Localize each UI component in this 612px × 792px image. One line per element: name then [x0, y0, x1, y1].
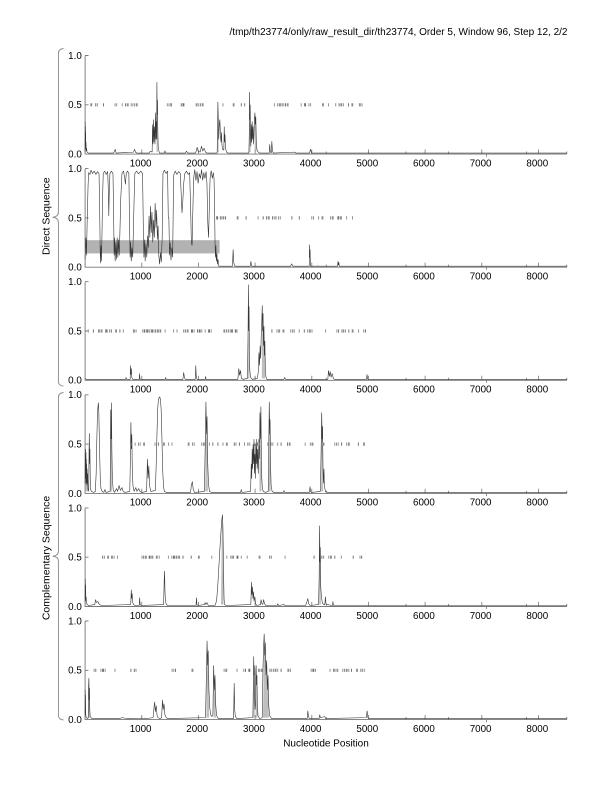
svg-text:2000: 2000	[186, 611, 208, 622]
svg-text:5000: 5000	[356, 385, 378, 396]
svg-text:4000: 4000	[300, 724, 322, 735]
svg-text:1.0: 1.0	[68, 503, 82, 514]
svg-text:6000: 6000	[413, 498, 435, 509]
svg-text:1.0: 1.0	[68, 616, 82, 627]
svg-text:/tmp/th23774/only/raw_result_d: /tmp/th23774/only/raw_result_dir/th23774…	[230, 27, 568, 38]
svg-text:1000: 1000	[130, 611, 152, 622]
svg-text:4000: 4000	[300, 498, 322, 509]
svg-text:0.0: 0.0	[68, 602, 82, 613]
svg-text:2000: 2000	[186, 385, 208, 396]
svg-text:5000: 5000	[356, 724, 378, 735]
svg-text:1000: 1000	[130, 498, 152, 509]
svg-text:6000: 6000	[413, 272, 435, 283]
svg-text:Nucleotide Position: Nucleotide Position	[283, 739, 369, 750]
svg-text:0.0: 0.0	[68, 263, 82, 274]
svg-text:5000: 5000	[356, 272, 378, 283]
svg-text:0.5: 0.5	[68, 326, 82, 337]
svg-text:3000: 3000	[243, 158, 265, 169]
svg-text:0.0: 0.0	[68, 715, 82, 726]
svg-text:1000: 1000	[130, 385, 152, 396]
svg-text:7000: 7000	[470, 385, 492, 396]
svg-text:7000: 7000	[470, 498, 492, 509]
svg-text:5000: 5000	[356, 611, 378, 622]
svg-text:0.0: 0.0	[68, 376, 82, 387]
svg-text:3000: 3000	[243, 385, 265, 396]
svg-text:1.0: 1.0	[68, 277, 82, 288]
svg-text:4000: 4000	[300, 158, 322, 169]
svg-text:0.5: 0.5	[68, 440, 82, 451]
svg-text:0.0: 0.0	[68, 150, 82, 161]
svg-text:1.0: 1.0	[68, 390, 82, 401]
svg-text:1000: 1000	[130, 272, 152, 283]
svg-text:7000: 7000	[470, 158, 492, 169]
svg-text:5000: 5000	[356, 158, 378, 169]
svg-text:8000: 8000	[526, 611, 548, 622]
svg-text:1.0: 1.0	[68, 164, 82, 175]
svg-text:4000: 4000	[300, 272, 322, 283]
svg-text:3000: 3000	[243, 498, 265, 509]
svg-text:7000: 7000	[470, 272, 492, 283]
svg-text:2000: 2000	[186, 158, 208, 169]
svg-text:2000: 2000	[186, 272, 208, 283]
svg-text:0.5: 0.5	[68, 666, 82, 677]
svg-text:1000: 1000	[130, 158, 152, 169]
svg-text:8000: 8000	[526, 158, 548, 169]
svg-text:6000: 6000	[413, 158, 435, 169]
svg-text:Direct Sequence: Direct Sequence	[41, 177, 53, 255]
svg-text:0.0: 0.0	[68, 489, 82, 500]
svg-text:1.0: 1.0	[68, 51, 82, 62]
svg-text:0.5: 0.5	[68, 100, 82, 111]
svg-text:5000: 5000	[356, 498, 378, 509]
svg-text:6000: 6000	[413, 385, 435, 396]
svg-text:0.5: 0.5	[68, 213, 82, 224]
svg-text:1000: 1000	[130, 724, 152, 735]
svg-text:8000: 8000	[526, 385, 548, 396]
svg-text:4000: 4000	[300, 385, 322, 396]
svg-text:8000: 8000	[526, 272, 548, 283]
svg-text:3000: 3000	[243, 272, 265, 283]
svg-text:3000: 3000	[243, 611, 265, 622]
svg-text:0.5: 0.5	[68, 553, 82, 564]
svg-text:2000: 2000	[186, 498, 208, 509]
svg-text:8000: 8000	[526, 724, 548, 735]
svg-text:7000: 7000	[470, 724, 492, 735]
svg-text:7000: 7000	[470, 611, 492, 622]
svg-text:6000: 6000	[413, 611, 435, 622]
svg-text:3000: 3000	[243, 724, 265, 735]
svg-text:4000: 4000	[300, 611, 322, 622]
svg-text:Complementary Sequence: Complementary Sequence	[41, 496, 53, 620]
svg-text:2000: 2000	[186, 724, 208, 735]
svg-text:6000: 6000	[413, 724, 435, 735]
svg-text:8000: 8000	[526, 498, 548, 509]
